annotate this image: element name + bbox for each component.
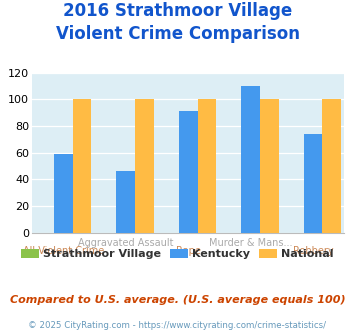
Bar	[322, 99, 341, 233]
Text: All Violent Crime: All Violent Crime	[23, 246, 104, 256]
Bar	[72, 99, 91, 233]
Text: Compared to U.S. average. (U.S. average equals 100): Compared to U.S. average. (U.S. average …	[10, 295, 345, 305]
Legend: Strathmoor Village, Kentucky, National: Strathmoor Village, Kentucky, National	[17, 244, 338, 263]
Text: Murder & Mans...: Murder & Mans...	[209, 238, 293, 248]
Bar	[116, 171, 135, 233]
Text: Rape: Rape	[176, 246, 201, 256]
Text: © 2025 CityRating.com - https://www.cityrating.com/crime-statistics/: © 2025 CityRating.com - https://www.city…	[28, 321, 327, 330]
Bar	[54, 154, 72, 233]
Bar	[179, 111, 197, 233]
Bar	[135, 99, 154, 233]
Text: Robbery: Robbery	[293, 246, 333, 256]
Bar	[241, 86, 260, 233]
Bar	[304, 134, 322, 233]
Text: 2016 Strathmoor Village
Violent Crime Comparison: 2016 Strathmoor Village Violent Crime Co…	[55, 2, 300, 43]
Text: Aggravated Assault: Aggravated Assault	[78, 238, 174, 248]
Bar	[260, 99, 279, 233]
Bar	[197, 99, 216, 233]
